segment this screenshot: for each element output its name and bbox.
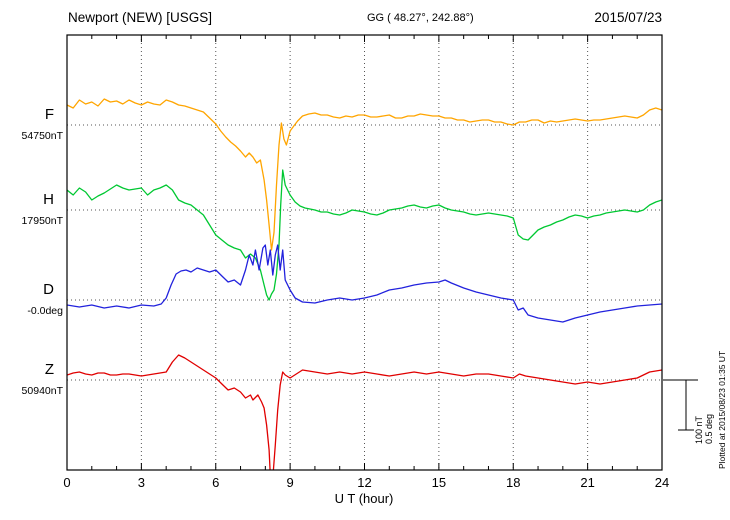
geo-coordinates: GG ( 48.27°, 242.88°): [367, 12, 474, 24]
x-tick-label: 12: [357, 475, 371, 490]
plot-date: 2015/07/23: [594, 10, 662, 25]
series-line-F: [67, 98, 662, 251]
series-baseline-label-H: 17950nT: [22, 215, 64, 227]
series-baseline-label-D: -0.0deg: [27, 305, 63, 317]
scale-100nt-label: 100 nT: [694, 415, 704, 444]
station-title: Newport (NEW) [USGS]: [68, 10, 212, 25]
series-baseline-label-Z: 50940nT: [22, 385, 64, 397]
series-line-H: [67, 169, 662, 301]
series-letter-H: H: [43, 191, 54, 208]
series-lines: [67, 98, 662, 470]
series-baseline-label-F: 54750nT: [22, 130, 64, 142]
x-tick-label: 24: [655, 475, 669, 490]
x-axis-title: U T (hour): [335, 491, 394, 506]
x-tick-label: 3: [138, 475, 145, 490]
x-tick-label: 15: [432, 475, 446, 490]
x-tick-label: 0: [63, 475, 70, 490]
scale-bar: 100 nT 0.5 deg: [663, 379, 714, 444]
series-letter-Z: Z: [45, 361, 54, 378]
scale-05deg-label: 0.5 deg: [704, 414, 714, 444]
x-tick-label: 9: [287, 475, 294, 490]
x-tick-label: 18: [506, 475, 520, 490]
axis-labels: 0 3 6 9 12 15 18 21 24 F 54750nT H 17950nT D -0.0deg Z 5…: [22, 106, 670, 490]
grid-lines: [66, 35, 663, 470]
plotted-at-note: Plotted at 2015/08/23 01:35 UT: [717, 351, 727, 469]
series-letter-F: F: [45, 106, 54, 123]
series-letter-D: D: [43, 281, 54, 298]
series-line-D: [67, 244, 662, 323]
x-tick-label: 6: [212, 475, 219, 490]
plot-frame: [66, 34, 663, 471]
x-tick-label: 21: [580, 475, 594, 490]
series-line-Z: [67, 354, 662, 470]
